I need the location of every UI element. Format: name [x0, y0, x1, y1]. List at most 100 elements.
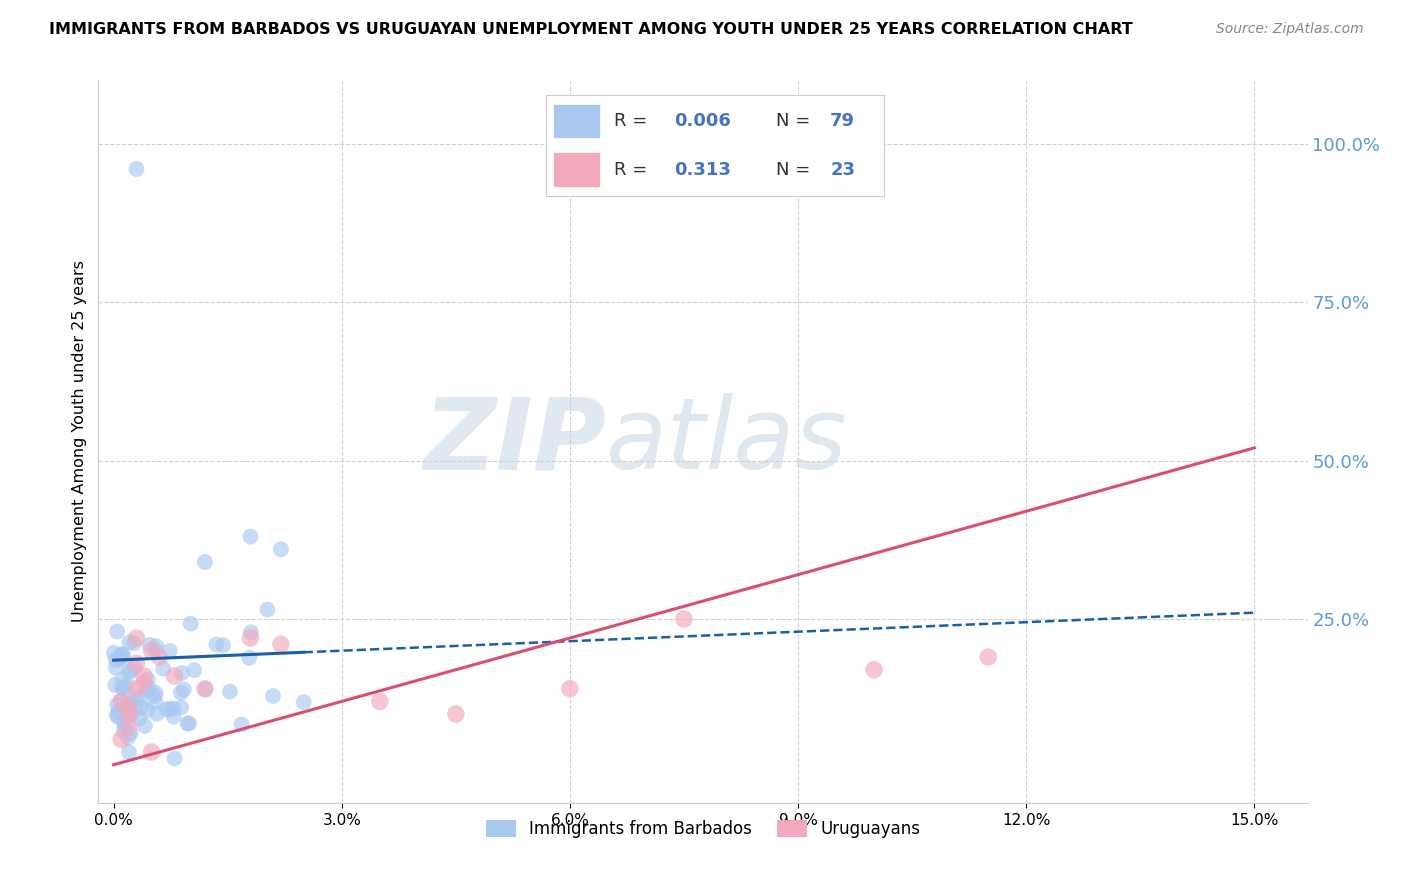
Legend: Immigrants from Barbados, Uruguayans: Immigrants from Barbados, Uruguayans	[479, 814, 927, 845]
Point	[183, 663, 205, 677]
Point	[110, 693, 132, 707]
Y-axis label: Unemployment Among Youth under 25 years: Unemployment Among Youth under 25 years	[72, 260, 87, 623]
Point	[231, 717, 253, 731]
Point	[103, 646, 125, 660]
Point	[118, 700, 141, 714]
Point	[120, 726, 142, 740]
Text: ZIP: ZIP	[423, 393, 606, 490]
Point	[118, 707, 141, 722]
Point	[219, 684, 242, 698]
Point	[105, 698, 128, 712]
Point	[176, 716, 198, 731]
Point	[125, 690, 148, 704]
Point	[125, 657, 148, 671]
Point	[148, 650, 170, 665]
Point	[155, 702, 177, 716]
Point	[110, 732, 132, 747]
Point	[170, 665, 193, 680]
Point	[125, 161, 148, 176]
Point	[163, 669, 186, 683]
Point	[177, 716, 200, 731]
Point	[240, 625, 263, 640]
Point	[194, 682, 217, 697]
Point	[138, 681, 160, 696]
Point	[122, 699, 145, 714]
Text: atlas: atlas	[606, 393, 848, 490]
Point	[138, 638, 160, 652]
Point	[146, 706, 169, 721]
Point	[104, 653, 127, 667]
Point	[141, 745, 163, 759]
Point	[122, 636, 145, 650]
Point	[239, 631, 262, 645]
Point	[114, 719, 136, 733]
Point	[672, 612, 695, 626]
Point	[107, 709, 129, 723]
Point	[118, 635, 141, 649]
Point	[141, 643, 163, 657]
Point	[112, 714, 135, 729]
Point	[118, 665, 141, 680]
Point	[120, 664, 142, 678]
Point	[194, 555, 217, 569]
Point	[262, 689, 284, 703]
Point	[111, 673, 134, 687]
Point	[368, 694, 391, 708]
Point	[111, 648, 134, 663]
Point	[121, 707, 143, 722]
Point	[120, 697, 142, 711]
Point	[135, 683, 157, 698]
Point	[163, 709, 186, 723]
Point	[180, 616, 202, 631]
Point	[256, 602, 278, 616]
Point	[238, 650, 260, 665]
Point	[134, 719, 156, 733]
Point	[131, 700, 153, 714]
Point	[159, 644, 181, 658]
Point	[108, 651, 131, 665]
Point	[118, 696, 141, 710]
Point	[112, 725, 135, 739]
Point	[163, 751, 186, 765]
Point	[129, 690, 152, 705]
Point	[159, 702, 181, 716]
Point	[863, 663, 886, 677]
Point	[143, 643, 166, 657]
Point	[143, 689, 166, 703]
Point	[173, 682, 195, 697]
Point	[152, 662, 174, 676]
Point	[270, 637, 292, 651]
Point	[143, 695, 166, 709]
Point	[170, 685, 193, 699]
Point	[170, 700, 193, 714]
Point	[105, 707, 128, 722]
Point	[110, 651, 132, 665]
Point	[118, 745, 141, 759]
Point	[270, 542, 292, 557]
Point	[292, 695, 315, 709]
Point	[162, 701, 184, 715]
Text: Source: ZipAtlas.com: Source: ZipAtlas.com	[1216, 22, 1364, 37]
Point	[136, 673, 159, 687]
Point	[128, 711, 150, 725]
Point	[104, 678, 127, 692]
Point	[117, 679, 139, 693]
Point	[145, 639, 167, 653]
Point	[444, 707, 467, 722]
Point	[977, 650, 1000, 665]
Point	[110, 648, 132, 662]
Point	[117, 731, 139, 745]
Point	[136, 703, 159, 717]
Point	[104, 660, 127, 674]
Point	[107, 705, 129, 719]
Point	[239, 530, 262, 544]
Point	[145, 686, 167, 700]
Point	[558, 681, 581, 696]
Point	[125, 681, 148, 696]
Point	[205, 638, 228, 652]
Point	[125, 631, 148, 645]
Point	[110, 694, 132, 708]
Point	[111, 681, 134, 695]
Point	[132, 669, 155, 683]
Point	[132, 675, 155, 690]
